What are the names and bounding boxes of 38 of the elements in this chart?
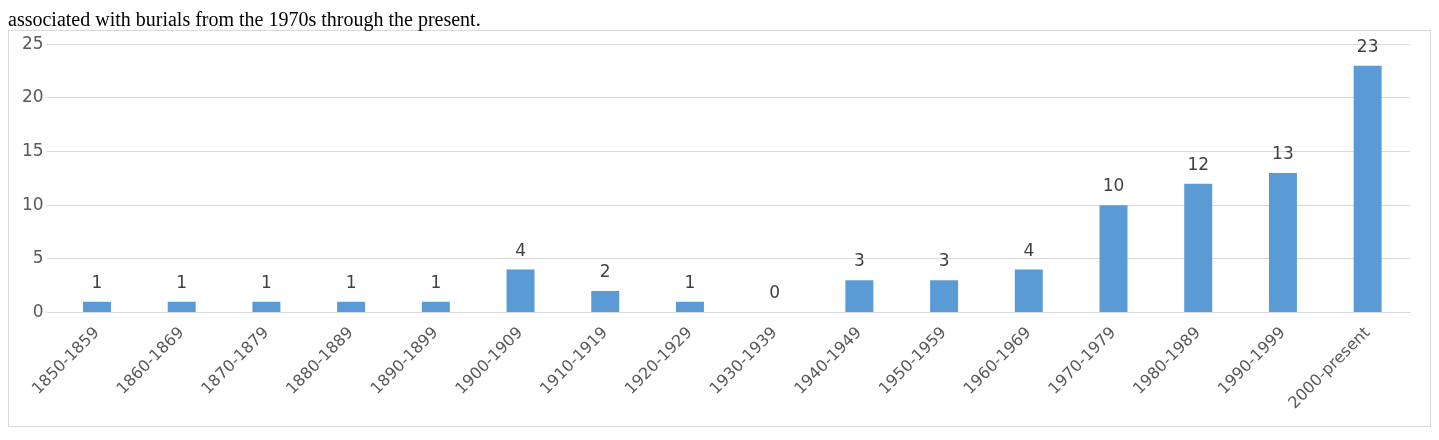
y-tick-label: 15	[21, 139, 44, 160]
data-label: 1	[91, 271, 103, 292]
y-tick-label: 10	[21, 193, 44, 214]
bar	[421, 301, 450, 313]
data-label: 1	[430, 271, 442, 292]
data-label: 13	[1272, 142, 1294, 163]
bar	[1184, 183, 1213, 313]
data-label: 12	[1187, 153, 1210, 174]
bar	[83, 301, 111, 313]
data-label: 4	[1023, 239, 1035, 260]
data-label: 1	[176, 271, 188, 292]
y-tick-label: 20	[21, 86, 44, 107]
data-label: 3	[853, 250, 865, 271]
data-label: 3	[938, 250, 950, 271]
bar	[1268, 173, 1297, 313]
bar	[252, 301, 281, 313]
bar	[337, 301, 366, 313]
data-label: 23	[1356, 35, 1379, 56]
data-label: 1	[345, 271, 357, 292]
data-label: 4	[515, 239, 526, 260]
data-label: 0	[769, 282, 781, 303]
bar	[591, 291, 620, 313]
bar	[1014, 269, 1043, 313]
bar	[675, 301, 704, 313]
bar	[1353, 65, 1382, 313]
data-label: 10	[1102, 175, 1125, 196]
data-label: 1	[684, 271, 696, 292]
bar	[845, 280, 874, 313]
bar	[506, 269, 535, 313]
y-tick-label: 0	[32, 300, 44, 321]
data-label: 2	[599, 261, 611, 281]
bar	[1099, 205, 1128, 313]
bar	[930, 280, 959, 313]
bar	[167, 301, 196, 313]
data-label: 1	[260, 271, 272, 292]
y-tick-label: 5	[32, 247, 44, 268]
text: associated with burials from the 1970s through the present.	[8, 8, 482, 30]
y-tick-label: 25	[21, 32, 44, 53]
